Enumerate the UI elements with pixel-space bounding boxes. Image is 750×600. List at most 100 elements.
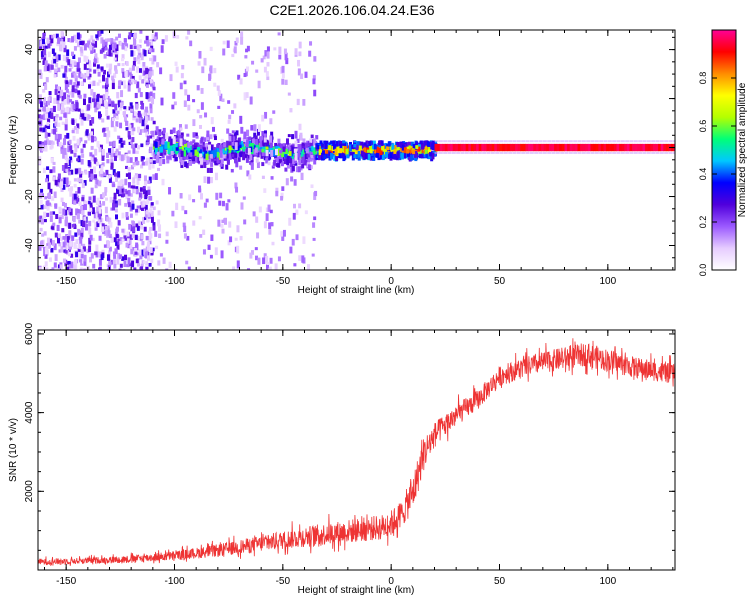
spectrogram-cell (209, 46, 213, 52)
spectrogram-cell (96, 95, 100, 102)
spectrogram-cell (135, 118, 139, 122)
spectrogram-cell (131, 128, 135, 136)
spectrogram-cell (48, 108, 52, 114)
spectrogram-cell (92, 166, 96, 174)
spectrogram-cell (450, 143, 454, 152)
spectrogram-cell (577, 143, 581, 152)
spectrogram-cell (128, 32, 132, 38)
spectrogram-cell (127, 167, 131, 172)
spectrogram-cell (212, 147, 216, 152)
spectrogram-cell (112, 203, 116, 211)
spectrogram-cell (131, 78, 135, 83)
spectrogram-cell (221, 219, 225, 224)
spectrogram-cell (83, 180, 87, 186)
spectrogram-cell (192, 199, 196, 203)
spectrogram-cell (564, 143, 568, 152)
spectrogram-cell (96, 206, 100, 214)
spectrogram-cell (39, 72, 43, 79)
spectrogram-cell (125, 190, 129, 195)
spectrogram-cell (98, 203, 102, 211)
spectrogram-cell (146, 139, 150, 145)
spectrogram-cell (486, 151, 491, 154)
spectrogram-cell (284, 79, 288, 85)
spectrogram-cell (366, 149, 370, 153)
spectrogram-cell (199, 234, 203, 238)
spectrogram-cell (253, 124, 257, 132)
spectrogram-cell (149, 67, 153, 72)
spectrogram-cell (192, 99, 196, 103)
spectrogram-cell (149, 158, 153, 163)
spectrogram-cell (298, 41, 302, 49)
spectrogram-cell (73, 82, 77, 88)
spectrogram-cell (133, 57, 137, 62)
colorbar-frame (711, 29, 737, 271)
spectrogram-cell (44, 83, 48, 90)
spectrogram-cell (55, 62, 59, 68)
spectrogram-cell (373, 143, 377, 150)
spectrogram-cell (46, 166, 50, 170)
spectrogram-cell (248, 174, 252, 180)
spectrogram-cell (50, 157, 54, 164)
spectrogram-cell (184, 89, 188, 96)
spectrogram-cell (255, 158, 259, 163)
spectrogram-cell (76, 158, 80, 162)
spectrogram-cell (129, 193, 133, 197)
spectrogram-cell (141, 79, 145, 84)
spectrogram-cell (151, 163, 155, 169)
spectrogram-cell (50, 35, 54, 39)
spectrogram-cell (410, 151, 414, 156)
spectrogram-cell (118, 154, 122, 161)
spectrogram-cell (64, 250, 68, 254)
spectrogram-cell (89, 44, 93, 51)
spectrogram-cell (58, 141, 62, 147)
spectrogram-cell (43, 101, 47, 106)
spectrogram-cell (311, 253, 315, 257)
spectrogram-cell (99, 251, 103, 258)
spectrogram-cell (195, 135, 199, 139)
spectrogram-cell (158, 158, 162, 167)
spectrogram-cell (313, 147, 317, 155)
spectrogram-cell (192, 139, 196, 144)
spectrogram-cell (259, 140, 263, 148)
snr-x-tick-label: 0 (388, 576, 394, 587)
spectrogram-cell (214, 157, 218, 162)
chart-title: C2E1.2026.106.04.24.E36 (269, 2, 434, 18)
spectrogram-cell (149, 108, 153, 114)
spectrogram-cell (172, 153, 176, 159)
spectrogram-cell (79, 40, 83, 46)
spectrogram-cell (105, 127, 109, 132)
spectrogram-cell (219, 150, 223, 158)
spectrogram-cell (103, 132, 107, 137)
spectrogram-cell (113, 113, 117, 118)
spectrogram-cell (255, 139, 259, 146)
spectrogram-cell (127, 35, 131, 40)
spectrogram-cell (121, 68, 125, 74)
spectrogram-cell (76, 208, 80, 214)
spectrogram-cell (147, 180, 151, 184)
spectrogram-cell (367, 153, 371, 161)
spectrogram-cell (307, 264, 311, 270)
spectrogram-cell (71, 224, 75, 228)
spectrogram-cell (277, 32, 281, 36)
spectrogram-cell (213, 82, 217, 87)
spectrogram-cell (52, 166, 56, 173)
spectrogram-cell (162, 127, 166, 134)
spectrogram-cell (383, 154, 387, 159)
spectrogram-cell (663, 143, 667, 152)
colorbar-tick-label: 0.0 (698, 264, 708, 277)
spectrogram-cell (67, 159, 71, 167)
spectrogram-cell (264, 50, 268, 57)
spectrogram-cell (321, 150, 325, 155)
spectrogram-cell (101, 162, 105, 167)
spectrogram-cell (427, 152, 431, 160)
spectrogram-cell (152, 206, 156, 211)
spectrogram-cell (42, 42, 46, 46)
spectrogram-cell (81, 40, 85, 46)
spectrogram-cell (91, 98, 95, 103)
spectrogram-cell (63, 92, 67, 100)
spectrogram-cell (295, 234, 299, 241)
spectrogram-cell (130, 140, 134, 145)
spectrogram-cell (254, 255, 258, 261)
spectrogram-cell (73, 72, 77, 79)
spectrogram-cell (115, 241, 119, 246)
